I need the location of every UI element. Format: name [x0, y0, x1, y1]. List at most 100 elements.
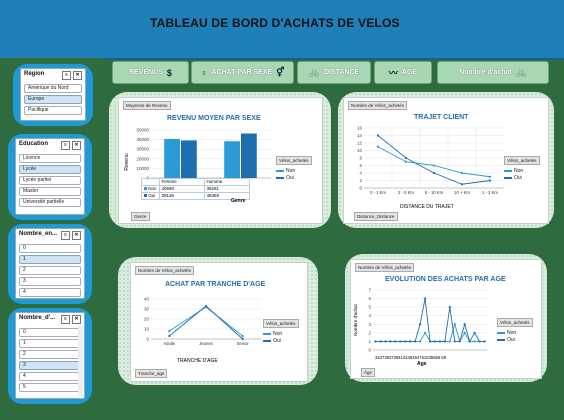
data-point [460, 171, 464, 175]
data-point [418, 323, 422, 326]
y-tick-label: 16 [357, 126, 363, 131]
education-slicer: Education ≡ ✕ Licence Lycée Lycée partiel… [15, 138, 85, 215]
multi-select-icon[interactable]: ≡ [61, 141, 70, 150]
data-point [468, 340, 471, 343]
data-point [409, 340, 412, 343]
data-point [423, 297, 427, 300]
field-button[interactable]: Moyenne de Revenu [123, 101, 171, 110]
chart-title: TRAJET CLIENT [414, 114, 469, 121]
y-tick-label: 40 [144, 297, 150, 302]
slicer-item[interactable]: 4 [19, 372, 81, 381]
education-slicer-frame: Education ≡ ✕ Licence Lycée Lycée partiel… [8, 134, 92, 220]
tranche-chart[interactable]: Nombre de Vélos_achetés ACHAT PAR TRANCH… [130, 262, 308, 382]
clear-filter-icon[interactable]: ✕ [72, 231, 81, 240]
data-point [438, 340, 442, 343]
clear-filter-icon[interactable]: ✕ [72, 141, 81, 150]
x-tick-label: 5 - 10 Km [425, 190, 444, 195]
y-tick-label: 4 [359, 171, 362, 176]
y-tick-label: 0 [146, 337, 149, 342]
header-banner: TABLEAU DE BORD D'ACHATS DE VELOS [0, 0, 564, 60]
trajet-chart[interactable]: Nombre de Vélos_achetés TRAJET CLIENT 0 2… [343, 97, 549, 224]
slicer-item[interactable]: 3 [19, 277, 81, 286]
revenus-button[interactable]: REVENUS $ [112, 61, 189, 84]
slicer-title: Nombre_d'... [19, 315, 56, 321]
data-point [448, 340, 451, 343]
achat-par-sexe-button[interactable]: ♀ ACHAT PAR SEXE ⚥ [191, 61, 294, 84]
data-point [423, 331, 427, 334]
slicer-item[interactable]: Europe [24, 95, 82, 104]
slicer-item[interactable]: 5 [19, 383, 81, 392]
slicer-item[interactable]: Master [19, 187, 81, 196]
y-tick-label: 0 [359, 186, 362, 191]
slicer-item[interactable]: Licence [19, 154, 81, 163]
y-tick-label: 4 [368, 313, 371, 318]
y-axis-label: Nombre d'achat [353, 303, 358, 335]
slicer-item[interactable]: 0 [19, 244, 81, 253]
legend-field-button[interactable]: Vélos_achetés [263, 319, 299, 328]
field-button[interactable]: Nombre de Vélos_achetés [348, 101, 408, 110]
clear-filter-icon[interactable]: ✕ [72, 315, 81, 324]
slicer-item[interactable]: Amérique du Nord [24, 84, 82, 93]
slicer-item[interactable]: 3 [19, 361, 81, 370]
slicer-item[interactable]: 1 [19, 255, 81, 264]
multi-select-icon[interactable]: ≡ [61, 315, 70, 324]
data-point [404, 156, 408, 160]
slicer-item[interactable]: 2 [19, 266, 81, 275]
data-point [473, 340, 476, 343]
mustache-icon: 〰 [388, 68, 398, 78]
tranche-plot: 0 10 20 30 40 Adulte Jeunes Senior [144, 297, 261, 346]
slicer-item[interactable]: Pacifique [24, 106, 82, 115]
bar-non [224, 141, 240, 178]
legend-field-button[interactable]: Vélos_achetés [276, 156, 312, 165]
clear-filter-icon[interactable]: ✕ [73, 71, 82, 80]
slicer-title: Nombre_en... [19, 231, 58, 237]
bar-oui [181, 140, 197, 178]
data-point [374, 340, 377, 343]
multi-select-icon[interactable]: ≡ [61, 231, 70, 240]
legend-field-button[interactable]: Vélos_achetés [497, 318, 533, 327]
y-tick-label: 10 [144, 327, 150, 332]
multi-select-icon[interactable]: ≡ [62, 71, 71, 80]
field-button[interactable]: Nombre de Vélos_achetés [355, 263, 415, 272]
axis-field-button[interactable]: Âge [361, 368, 376, 377]
slicer-title: Education [19, 141, 49, 147]
legend-field-button[interactable]: Vélos_achetés [504, 156, 540, 165]
y-tick-label: 6 [359, 163, 362, 168]
slicer-item[interactable]: Lycée partiel [19, 176, 81, 185]
distance-button[interactable]: 🚲 DISTANCE [297, 61, 371, 84]
nombre-achat-button[interactable]: Nombre d'achat 🚲 [437, 61, 549, 84]
slicer-item[interactable]: Université partielle [19, 198, 81, 207]
data-point [453, 323, 456, 326]
y-tick-label: 30000 [136, 147, 149, 152]
y-tick-label: 6 [368, 296, 371, 301]
axis-field-button[interactable]: Distance_Distance [354, 212, 398, 221]
y-tick-label: 8 [359, 156, 362, 161]
y-tick-label: 2 [368, 330, 371, 335]
slicer-item[interactable]: 4 [19, 288, 81, 297]
axis-field-button[interactable]: Tranche_age [135, 369, 168, 378]
age-button[interactable]: 〰 AGE [374, 61, 432, 84]
y-tick-label: 30 [144, 307, 150, 312]
data-point [414, 340, 417, 343]
region-slicer-frame: Région ≡ ✕ Amérique du Nord Europe Pacifi… [13, 64, 93, 126]
slicer-item[interactable]: 2 [19, 350, 81, 359]
series-line-non [169, 306, 243, 337]
chart-title: EVOLUTION DES ACHATS PAR AGE [385, 276, 506, 283]
slicer-item[interactable]: 1 [19, 339, 81, 348]
region-slicer: Région ≡ ✕ Amérique du Nord Europe Pacifi… [20, 68, 86, 121]
data-point [473, 331, 476, 334]
legend: Vélos_achetés Non Oui [504, 156, 540, 181]
evolution-chart[interactable]: Nombre de Vélos_achetés EVOLUTION DES AC… [350, 259, 542, 379]
dashboard-title: TABLEAU DE BORD D'ACHATS DE VELOS [150, 16, 400, 30]
slicer-item[interactable]: 0 [19, 328, 81, 337]
data-point [384, 340, 387, 343]
axis-field-button[interactable]: Genre [131, 212, 150, 221]
x-tick-label: 10 + Km [454, 190, 470, 195]
slicer-scrollbar[interactable] [78, 326, 83, 396]
revenu-chart[interactable]: Moyenne de Revenu REVENU MOYEN PAR SEXE … [118, 97, 323, 224]
x-tick-label: Jeunes [199, 341, 213, 346]
data-point [394, 340, 397, 343]
slicer-item[interactable]: Lycée [19, 165, 81, 174]
field-button[interactable]: Nombre de Vélos_achetés [135, 266, 195, 275]
chart-title: REVENU MOYEN PAR SEXE [167, 115, 261, 122]
